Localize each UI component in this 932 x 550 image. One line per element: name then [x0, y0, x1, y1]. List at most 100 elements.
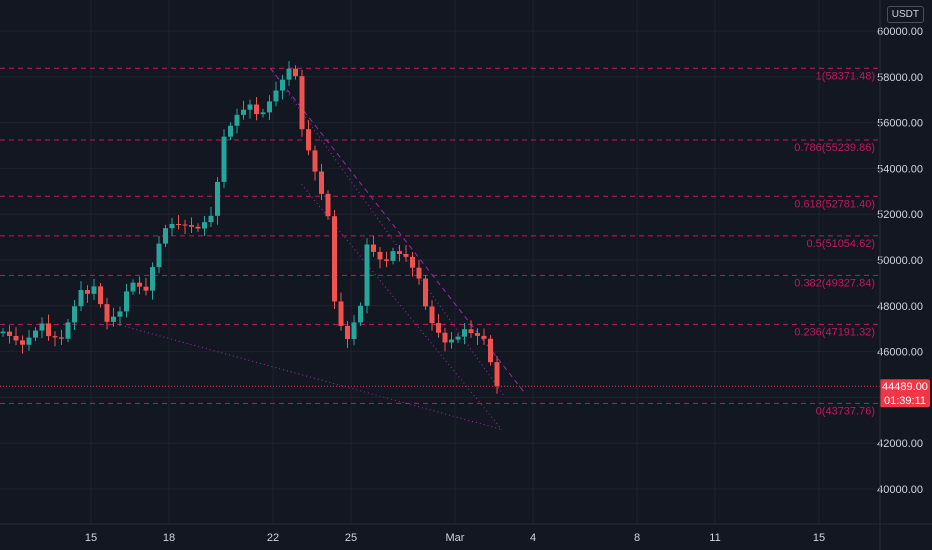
price-axis-bg — [880, 0, 932, 524]
candle-body — [442, 332, 448, 343]
candle-body — [215, 181, 220, 216]
time-tick-label: 18 — [163, 532, 175, 544]
trend-line[interactable] — [270, 67, 526, 394]
candle-body — [247, 104, 253, 110]
candle-body — [462, 329, 467, 337]
candle-body — [325, 193, 331, 217]
candle-body — [182, 224, 188, 226]
candle-body — [481, 335, 487, 339]
trend-line[interactable] — [269, 68, 505, 397]
price-tick-label: 54000.00 — [877, 163, 923, 175]
price-tick-label: 60000.00 — [877, 26, 923, 38]
candle-body — [156, 243, 162, 268]
candle-body — [104, 304, 110, 322]
candle-body — [384, 259, 389, 261]
candle-body — [397, 251, 402, 255]
candle-body — [429, 306, 435, 324]
candle-body — [475, 333, 480, 336]
fib-level-label: 0.5(51054.62) — [807, 238, 876, 250]
candle-body — [98, 286, 103, 305]
candle-body — [20, 340, 25, 345]
candle-body — [280, 79, 285, 91]
time-tick-label: 25 — [345, 532, 357, 544]
candle-body — [33, 330, 38, 338]
price-tick-label: 56000.00 — [877, 118, 923, 130]
candle-body — [312, 150, 318, 172]
candle-body — [195, 226, 201, 229]
candle-body — [358, 305, 363, 323]
candle-body — [306, 129, 311, 151]
candle-body — [332, 216, 337, 302]
candle-body — [0, 331, 6, 334]
candle-body — [488, 338, 493, 363]
fib-level-label: 0(43737.76) — [816, 405, 875, 417]
candle-body — [319, 171, 324, 194]
grid-lines — [0, 0, 880, 524]
candle-body — [208, 215, 214, 223]
candle-body — [351, 322, 357, 340]
time-tick-label: Mar — [446, 532, 465, 544]
price-tick-label: 48000.00 — [877, 301, 923, 313]
currency-badge[interactable]: USDT — [886, 6, 924, 23]
candle-body — [371, 244, 376, 252]
candlestick-series — [0, 61, 500, 394]
candle-body — [72, 306, 77, 323]
candle-body — [436, 323, 441, 333]
candle-body — [410, 256, 415, 268]
candle-body — [150, 267, 155, 291]
candle-body — [338, 301, 344, 326]
candle-body — [273, 90, 279, 102]
candle-body — [117, 311, 123, 317]
candle-body — [228, 125, 233, 137]
time-tick-label: 15 — [85, 532, 97, 544]
candle-body — [137, 282, 142, 287]
price-tick-label: 46000.00 — [877, 347, 923, 359]
candle-body — [377, 251, 383, 260]
price-tick-label: 42000.00 — [877, 438, 923, 450]
fibonacci-retracement[interactable] — [0, 67, 880, 404]
fib-level-label: 0.236(47191.32) — [794, 326, 875, 338]
candle-body — [13, 335, 19, 341]
candle-body — [189, 225, 194, 227]
fib-level-label: 0.618(52781.40) — [794, 198, 875, 210]
price-tick-label: 40000.00 — [877, 484, 923, 496]
time-tick-label: 8 — [634, 532, 640, 544]
candle-body — [299, 76, 305, 130]
fib-level-label: 1(58371.48) — [816, 70, 875, 82]
candle-body — [59, 337, 64, 339]
current-price-tag: 44489.00 01:39:11 — [880, 379, 930, 408]
candle-body — [26, 337, 32, 345]
candle-body — [163, 228, 168, 244]
price-tag-bg — [880, 379, 930, 408]
price-tick-label: 50000.00 — [877, 255, 923, 267]
fib-level-label: 0.382(49327.84) — [794, 277, 875, 289]
time-tick-label: 22 — [267, 532, 279, 544]
candle-body — [46, 323, 51, 337]
time-axis-bg — [0, 524, 932, 550]
candle-body — [494, 362, 500, 387]
price-axis[interactable]: 60000.00 58000.00 56000.00 54000.00 52000.00… — [877, 0, 932, 524]
candle-body — [286, 68, 292, 80]
candle-body — [254, 104, 259, 115]
candle-body — [111, 316, 116, 322]
candle-body — [85, 289, 90, 294]
candle-body — [267, 101, 272, 113]
time-tick-label: 4 — [530, 532, 536, 544]
candle-body — [364, 244, 370, 306]
candle-body — [202, 222, 207, 229]
candle-body — [390, 251, 396, 261]
candle-body — [7, 331, 12, 336]
candle-body — [416, 267, 422, 279]
candle-body — [221, 136, 227, 182]
candle-body — [143, 286, 149, 291]
price-tick-label: 52000.00 — [877, 209, 923, 221]
candle-body — [345, 325, 350, 340]
candle-body — [124, 291, 129, 312]
candle-body — [130, 282, 136, 292]
candle-body — [455, 336, 461, 340]
candle-body — [176, 224, 181, 226]
trend-line[interactable] — [301, 184, 503, 430]
